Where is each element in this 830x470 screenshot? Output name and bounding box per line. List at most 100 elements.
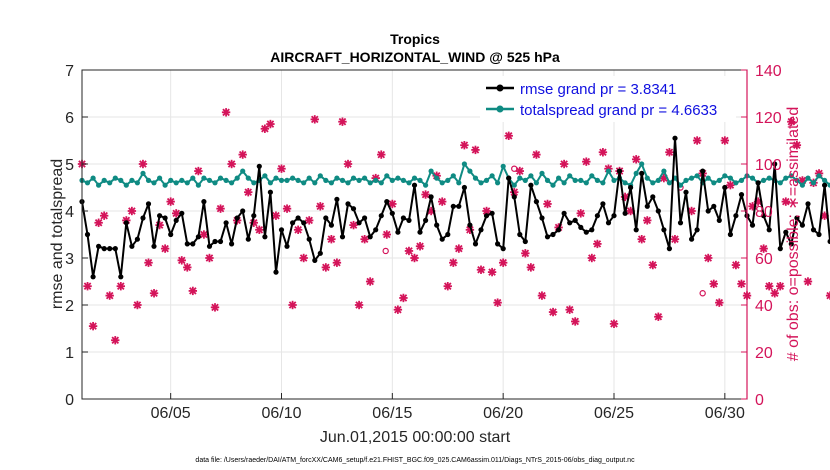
rmse-point bbox=[700, 168, 706, 174]
rmse-point bbox=[650, 194, 656, 200]
rmse-point bbox=[290, 220, 296, 226]
plot-area bbox=[82, 70, 747, 399]
obs-assimilated-point bbox=[310, 115, 319, 124]
obs-assimilated-point bbox=[781, 197, 790, 206]
rmse-point bbox=[827, 238, 830, 245]
rmse-point bbox=[578, 224, 584, 230]
obs-asterisk-stroke bbox=[83, 282, 92, 290]
obs-asterisk-stroke bbox=[665, 148, 674, 157]
obs-asterisk-stroke bbox=[139, 160, 147, 168]
rmse-point bbox=[445, 231, 451, 238]
rmse-point bbox=[572, 217, 578, 223]
x-axis-label: Jun.01,2015 00:00:00 start bbox=[320, 429, 511, 446]
totalspread-point bbox=[107, 180, 113, 186]
obs-asterisk-stroke bbox=[133, 301, 142, 309]
obs-asterisk-stroke bbox=[388, 200, 397, 208]
obs-assimilated-point bbox=[293, 225, 303, 235]
rmse-point bbox=[810, 227, 817, 233]
rmse-point bbox=[206, 243, 213, 249]
obs-assimilated-point bbox=[83, 282, 92, 291]
totalspread-point bbox=[783, 175, 789, 181]
obs-assimilated-point bbox=[493, 298, 502, 307]
obs-assimilated-point bbox=[172, 209, 181, 218]
totalspread-point bbox=[777, 180, 783, 186]
rmse-point bbox=[644, 203, 650, 209]
totalspread-point bbox=[799, 182, 806, 188]
obs-assimilated-point bbox=[537, 291, 547, 300]
obs-asterisk-stroke bbox=[89, 322, 97, 330]
totalspread-point bbox=[644, 175, 650, 181]
obs-asterisk-stroke bbox=[726, 181, 735, 189]
rmse-point bbox=[727, 231, 734, 238]
obs-asterisk-stroke bbox=[294, 226, 302, 234]
rmse-point bbox=[500, 246, 506, 252]
rmse-point bbox=[561, 210, 567, 216]
totalspread-point bbox=[134, 180, 140, 186]
x-tick-label: 06/15 bbox=[372, 405, 412, 422]
obs-assimilated-point bbox=[127, 206, 137, 216]
obs-assimilated-point bbox=[183, 263, 192, 272]
rmse-point bbox=[184, 241, 190, 247]
legend-spread-label: totalspread grand pr = 4.6633 bbox=[520, 102, 717, 119]
obs-assimilated-point bbox=[210, 303, 220, 312]
obs-asterisk-stroke bbox=[449, 258, 458, 267]
rmse-point bbox=[611, 213, 617, 219]
rmse-point bbox=[107, 246, 113, 252]
rmse-point bbox=[483, 213, 490, 219]
obs-assimilated-point bbox=[99, 211, 109, 220]
rmse-point bbox=[428, 194, 434, 200]
totalspread-point bbox=[705, 175, 711, 181]
totalspread-point bbox=[500, 163, 506, 169]
obs-asterisk-stroke bbox=[787, 117, 796, 126]
rmse-point bbox=[423, 217, 429, 223]
rmse-point bbox=[689, 236, 695, 242]
obs-assimilated-point bbox=[144, 258, 153, 267]
obs-assimilated-point bbox=[726, 180, 735, 190]
obs-asterisk-stroke bbox=[227, 160, 236, 168]
totalspread-point bbox=[168, 177, 174, 183]
totalspread-point bbox=[278, 177, 285, 183]
totalspread-point bbox=[262, 173, 268, 179]
totalspread-point bbox=[483, 177, 490, 183]
chart-title-variable: AIRCRAFT_HORIZONTAL_WIND @ 525 hPa bbox=[270, 49, 560, 65]
totalspread-point bbox=[145, 177, 152, 183]
obs-asterisk-stroke bbox=[360, 235, 369, 243]
obs-asterisk-stroke bbox=[793, 141, 801, 149]
rmse-point bbox=[273, 269, 279, 275]
totalspread-point bbox=[112, 175, 118, 181]
obs-assimilated-point bbox=[454, 244, 464, 253]
totalspread-point bbox=[123, 182, 129, 188]
rmse-point bbox=[711, 203, 717, 209]
rmse-point bbox=[378, 213, 384, 219]
obs-asterisk-stroke bbox=[804, 277, 812, 286]
rmse-point bbox=[145, 201, 152, 207]
rmse-point bbox=[766, 227, 772, 233]
obs-asterisk-stroke bbox=[344, 160, 352, 168]
totalspread-point bbox=[206, 177, 213, 183]
totalspread-point bbox=[788, 173, 794, 179]
rmse-point bbox=[733, 213, 739, 219]
obs-assimilated-point bbox=[255, 225, 264, 235]
legend: rmse grand pr = 3.8341 totalspread grand… bbox=[480, 76, 736, 122]
obs-asterisk-stroke bbox=[100, 211, 108, 220]
totalspread-point bbox=[456, 180, 462, 186]
totalspread-point bbox=[428, 168, 434, 174]
totalspread-point bbox=[411, 175, 418, 181]
obs-asterisk-stroke bbox=[543, 200, 552, 208]
obs-assimilated-point bbox=[460, 140, 469, 150]
obs-asterisk-stroke bbox=[565, 305, 574, 314]
obs-assimilated-point bbox=[526, 263, 536, 272]
obs-asterisk-stroke bbox=[521, 249, 530, 258]
obs-asterisk-stroke bbox=[316, 202, 325, 211]
obs-asterisk-stroke bbox=[826, 291, 830, 297]
totalspread-point bbox=[461, 161, 467, 167]
obs-assimilated-point bbox=[338, 117, 347, 126]
totalspread-point bbox=[251, 180, 257, 186]
obs-assimilated-point bbox=[692, 136, 702, 145]
rmse-point bbox=[151, 243, 157, 249]
rmse-point bbox=[312, 257, 318, 263]
obs-asterisk-stroke bbox=[593, 240, 602, 248]
legend-rmse-marker bbox=[496, 84, 504, 92]
totalspread-point bbox=[445, 177, 451, 183]
